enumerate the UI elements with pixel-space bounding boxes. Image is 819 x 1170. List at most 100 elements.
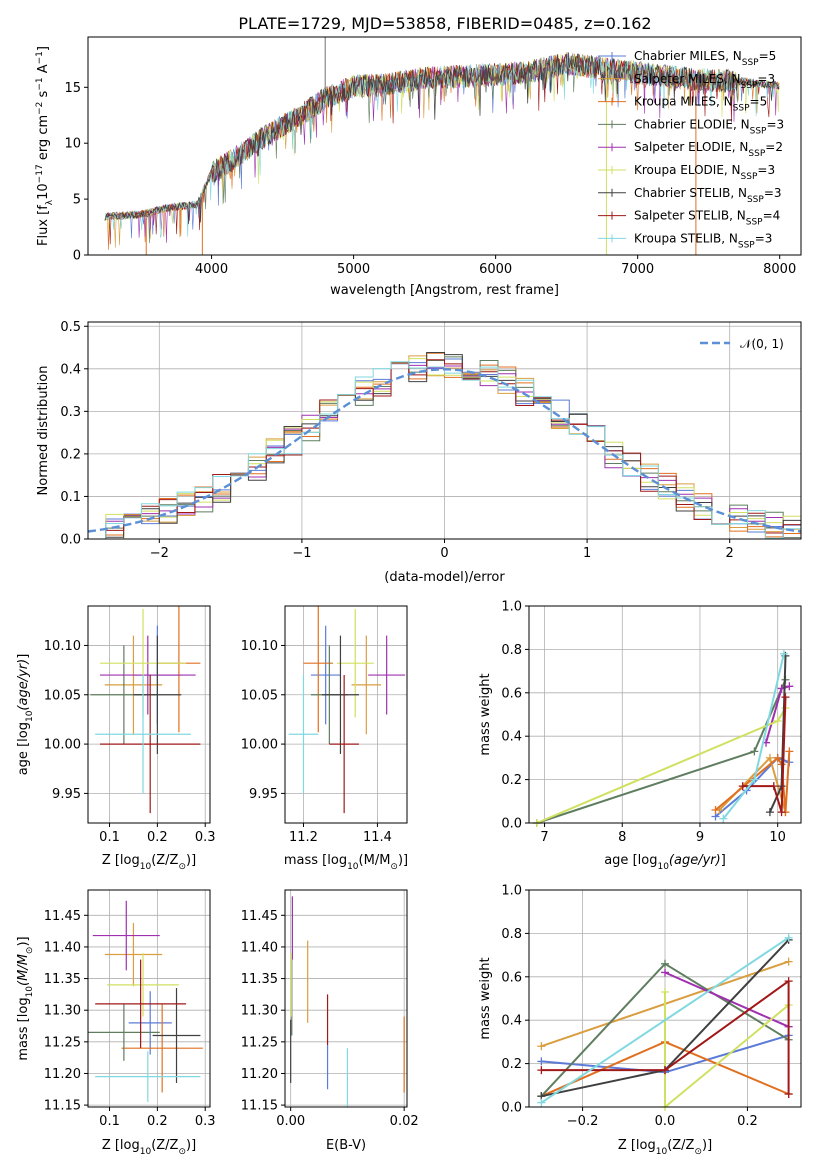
weight-marker (750, 747, 759, 756)
legend-entry: Kroupa STELIB, NSSP=3 (634, 231, 772, 250)
label-part: λ (45, 199, 55, 205)
residual-histogram-panel: −2 −1 0 1 2 0.0 0.1 0.2 0.3 0.4 0.5 𝒩(0, 1) (data-mo… (36, 320, 802, 585)
y-tick-label: 0.1 (60, 490, 81, 505)
axes-frame (284, 889, 408, 1108)
legend-part: =3 (755, 231, 773, 245)
y-tick-label: 11.25 (44, 1035, 81, 1050)
y-tick-label: 10.00 (241, 738, 278, 753)
y-tick-label: 11.25 (241, 1035, 278, 1050)
label-part: ⊙ (694, 1147, 702, 1157)
label-part: (Z/Z (151, 1138, 178, 1153)
x-tick-label: 11.2 (289, 830, 318, 845)
legend-part: SSP (741, 81, 758, 91)
y-tick-label: 10.10 (44, 639, 81, 654)
histogram-step (88, 352, 801, 539)
label-part: Z [log (102, 1138, 140, 1153)
x-tick-label: 0.3 (195, 830, 216, 845)
legend-part: Salpeter MILES, N (634, 72, 741, 86)
x-tick-label: 0.2 (147, 1114, 168, 1129)
x-axis-label: Z [log10(Z/Z⊙)] (102, 1138, 196, 1157)
weight-marker (777, 808, 786, 817)
x-axis-label: mass [log10(M/M⊙)] (284, 853, 408, 872)
y-tick-label: 1.0 (501, 884, 522, 899)
legend-part: =5 (759, 49, 777, 63)
y-axis-label: age [log10(age/yr)] (16, 654, 35, 776)
y-axis-label: mass weight (478, 673, 493, 755)
weight-marker (661, 1066, 669, 1075)
x-tick-label: 1 (583, 546, 591, 561)
y-tick-label: 0.2 (501, 773, 522, 788)
weight-marker (537, 1042, 546, 1051)
label-part: −1 (35, 51, 45, 64)
spectrum-line (104, 52, 780, 225)
axes-frame (528, 889, 802, 1108)
label-part: )] (16, 936, 31, 946)
legend-entry: Kroupa ELODIE, NSSP=3 (634, 163, 775, 182)
legend-part: =3 (757, 72, 775, 86)
legend-part: Kroupa ELODIE, N (634, 163, 741, 177)
mass-vs-metallicity-panel: 0.1 0.2 0.3 11.15 11.20 11.25 11.30 11.35 11.40 1… (16, 889, 216, 1157)
label-part: age [log (16, 722, 31, 775)
weight-marker (719, 814, 728, 823)
label-part: 10 (25, 986, 35, 998)
normal-curve (88, 368, 801, 533)
weight-marker (784, 977, 793, 986)
y-tick-label: 0 (73, 249, 81, 264)
legend-part: SSP (747, 195, 764, 205)
axes-frame (528, 605, 802, 824)
y-axis-label: mass weight (478, 957, 493, 1039)
y-tick-label: 0.6 (501, 970, 522, 985)
y-tick-label: 11.35 (44, 972, 81, 987)
weight-line (541, 980, 790, 1094)
weight-marker (661, 959, 669, 968)
legend-part: Kroupa STELIB, N (634, 231, 738, 245)
label-part: E(B-V) (326, 1138, 366, 1153)
y-tick-label: 9.95 (249, 787, 278, 802)
legend-part: SSP (750, 126, 767, 136)
label-part: ] (721, 853, 726, 868)
y-tick-label: 10.05 (241, 688, 278, 703)
y-tick-label: 11.30 (44, 1004, 81, 1019)
label-part: Z [log (102, 853, 140, 868)
y-tick-label: 11.30 (241, 1004, 278, 1019)
weight-marker (738, 782, 747, 791)
x-tick-label: 8 (618, 830, 626, 845)
weight-marker (784, 957, 793, 966)
weight-marker (779, 649, 788, 658)
histogram-step (88, 361, 801, 539)
label-part: ] (36, 46, 51, 51)
legend-entry: Salpeter ELODIE, NSSP=2 (634, 140, 783, 159)
spectrum-panel: 4000 5000 6000 7000 8000 0 5 10 15 wavelength [An… (35, 36, 802, 298)
label-part: 10 (140, 862, 152, 872)
y-tick-label: 1.0 (501, 600, 522, 615)
weight-marker (537, 1098, 546, 1107)
label-part: ⊙ (390, 862, 398, 872)
x-tick-label: 0.0 (655, 1114, 676, 1129)
x-tick-label: 2 (726, 546, 734, 561)
x-tick-label: 10 (769, 830, 786, 845)
y-tick-label: 0.0 (501, 817, 522, 832)
label-part: 10 (657, 862, 669, 872)
label-part: ⊙ (178, 862, 186, 872)
legend-part: =5 (750, 95, 768, 109)
label-part: (Z/Z (667, 1138, 694, 1153)
legend-entry: Kroupa MILES, NSSP=5 (634, 95, 767, 114)
y-tick-label: 0.6 (501, 686, 522, 701)
legend-entry: Salpeter MILES, NSSP=3 (634, 72, 775, 91)
weight-marker (661, 987, 669, 996)
y-tick-label: 0.2 (60, 447, 81, 462)
y-axis-label: Flux [fλ10−17 erg cm−2 s−1 A−1] (35, 46, 55, 246)
label-part: ⊙ (25, 947, 35, 955)
label-part: )] (186, 853, 196, 868)
weight-marker (769, 782, 778, 791)
axes-frame (87, 321, 802, 540)
spectrum-line (104, 54, 780, 245)
label-part: 10 (25, 710, 35, 722)
label-part: mass [log (284, 853, 347, 868)
weight-marker (661, 968, 669, 977)
weight-marker (765, 753, 774, 762)
legend-part: Chabrier MILES, N (634, 49, 742, 63)
legend-part: SSP (742, 58, 759, 68)
x-axis-label: (data-model)/error (384, 570, 505, 585)
label-part: s (36, 90, 51, 101)
